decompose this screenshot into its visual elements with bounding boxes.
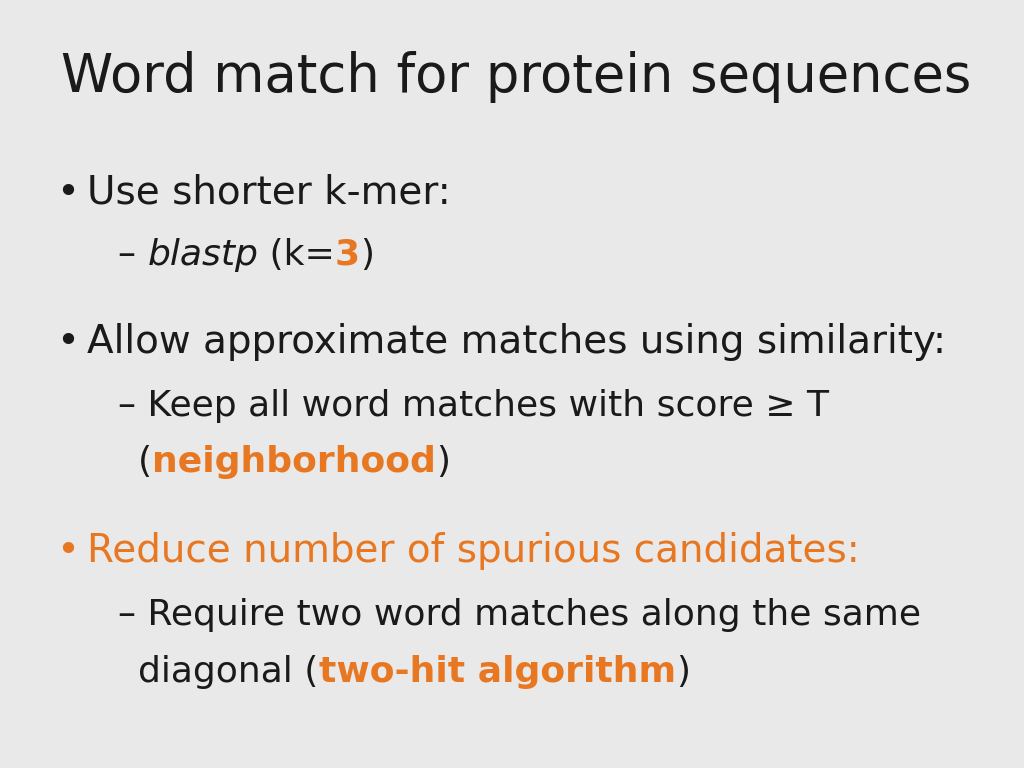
Text: Word match for protein sequences: Word match for protein sequences <box>61 51 972 103</box>
Text: ): ) <box>360 238 374 272</box>
Text: ): ) <box>436 445 451 479</box>
Text: two-hit algorithm: two-hit algorithm <box>318 655 676 689</box>
Text: – Keep all word matches with score ≥ T: – Keep all word matches with score ≥ T <box>118 389 828 423</box>
Text: (: ( <box>138 445 153 479</box>
Text: blastp: blastp <box>147 238 258 272</box>
Text: (k=: (k= <box>258 238 335 272</box>
Text: – Require two word matches along the same: – Require two word matches along the sam… <box>118 598 921 632</box>
Text: neighborhood: neighborhood <box>153 445 436 479</box>
Text: •: • <box>56 532 79 570</box>
Text: •: • <box>56 174 79 211</box>
Text: Reduce number of spurious candidates:: Reduce number of spurious candidates: <box>87 532 860 570</box>
Text: 3: 3 <box>335 238 360 272</box>
Text: ): ) <box>676 655 690 689</box>
Text: •: • <box>56 323 79 361</box>
Text: diagonal (: diagonal ( <box>138 655 318 689</box>
Text: –: – <box>118 238 147 272</box>
Text: Use shorter k-mer:: Use shorter k-mer: <box>87 174 451 211</box>
Text: Allow approximate matches using similarity:: Allow approximate matches using similari… <box>87 323 946 361</box>
